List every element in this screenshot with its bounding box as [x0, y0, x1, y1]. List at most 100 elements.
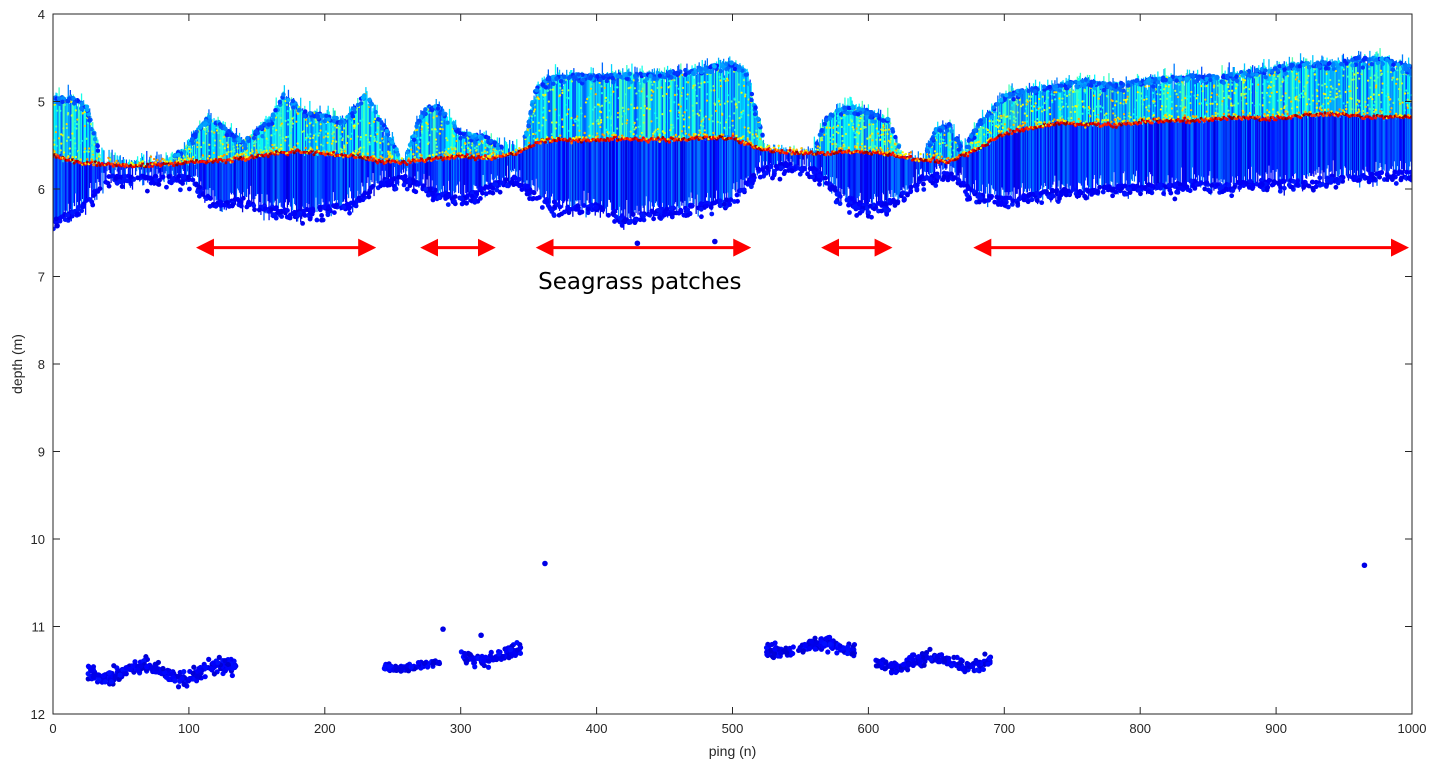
canopy-highlight [1366, 103, 1370, 107]
canopy-highlight [270, 134, 273, 137]
canopy-highlight [1106, 95, 1109, 98]
canopy-highlight [304, 118, 308, 121]
canopy-highlight [1403, 92, 1407, 95]
canopy-highlight [678, 111, 681, 114]
canopy-highlight [672, 126, 675, 129]
canopy-highlight [1119, 102, 1122, 105]
canopy-highlight [648, 107, 651, 111]
canopy-highlight [855, 115, 859, 119]
canopy-highlight [1327, 96, 1330, 99]
canopy-highlight [75, 123, 78, 126]
canopy-highlight [1041, 95, 1044, 98]
canopy-highlight [273, 132, 276, 136]
canopy-highlight [432, 116, 435, 119]
canopy-highlight [1175, 104, 1178, 107]
canopy-highlight [1253, 113, 1256, 117]
canopy-highlight [868, 146, 871, 150]
canopy-highlight [686, 93, 689, 96]
lower-echo-dot [1070, 187, 1076, 192]
canopy-highlight [875, 138, 878, 141]
canopy-highlight [1228, 89, 1231, 93]
canopy-highlight [1156, 92, 1159, 96]
canopy-highlight [597, 120, 600, 123]
canopy-highlight [886, 147, 889, 150]
canopy-highlight [333, 124, 337, 127]
canopy-highlight [1188, 95, 1192, 98]
canopy-highlight [708, 134, 711, 137]
canopy-highlight [226, 145, 229, 149]
canopy-highlight [1026, 120, 1029, 123]
canopy-highlight [949, 153, 953, 156]
canopy-highlight [629, 86, 632, 89]
canopy-highlight [887, 128, 891, 131]
canopy-highlight [1286, 74, 1289, 78]
canopy-highlight [1364, 105, 1367, 108]
canopy-highlight [1321, 84, 1324, 87]
canopy-highlight [53, 143, 56, 146]
canopy-highlight [679, 105, 683, 108]
canopy-highlight [526, 128, 529, 131]
canopy-highlight [555, 81, 558, 84]
canopy-highlight [594, 93, 597, 96]
canopy-highlight [716, 97, 719, 101]
canopy-highlight [612, 131, 615, 135]
canopy-highlight [1355, 86, 1359, 90]
canopy-highlight [944, 144, 947, 147]
canopy-highlight [1221, 90, 1225, 93]
canopy-highlight [444, 148, 447, 151]
canopy-highlight [1031, 119, 1034, 122]
canopy-highlight [1392, 76, 1395, 79]
canopy-highlight [492, 148, 495, 151]
canopy-highlight [1364, 100, 1367, 104]
canopy-highlight [1380, 73, 1383, 76]
canopy-highlight [971, 141, 974, 145]
canopy-highlight [356, 135, 359, 138]
canopy-highlight [1327, 102, 1330, 105]
canopy-highlight [599, 105, 602, 108]
canopy-highlight [595, 119, 598, 123]
canopy-highlight [1116, 116, 1120, 119]
canopy-highlight [74, 109, 77, 112]
canopy-highlight [1024, 107, 1028, 110]
canopy-highlight [286, 123, 290, 126]
canopy-highlight [1255, 77, 1258, 80]
canopy-highlight [177, 157, 180, 160]
canopy-highlight [308, 140, 311, 143]
canopy-highlight [255, 149, 258, 152]
canopy-highlight [715, 100, 719, 104]
canopy-highlight [889, 138, 893, 141]
canopy-highlight [1346, 65, 1349, 68]
canopy-highlight [696, 112, 699, 115]
canopy-highlight [1093, 119, 1097, 122]
canopy-highlight [359, 146, 362, 149]
canopy-highlight [548, 109, 551, 112]
canopy-highlight [1281, 80, 1284, 83]
canopy-highlight [725, 77, 729, 80]
canopy-highlight [1088, 107, 1091, 110]
canopy-highlight [1140, 92, 1143, 95]
canopy-highlight [638, 82, 642, 85]
canopy-highlight [653, 133, 657, 136]
canopy-highlight [1138, 97, 1141, 100]
canopy-highlight [598, 116, 602, 119]
canopy-highlight [375, 131, 378, 134]
canopy-highlight [1335, 92, 1338, 95]
canopy-highlight [1290, 70, 1294, 73]
canopy-highlight [1386, 84, 1389, 87]
canopy-highlight [710, 114, 713, 117]
canopy-highlight [636, 118, 639, 121]
canopy-highlight [638, 125, 642, 128]
canopy-highlight [840, 117, 843, 120]
canopy-highlight [1014, 117, 1017, 120]
canopy-highlight [721, 112, 724, 115]
canopy-highlight [1270, 91, 1273, 94]
canopy-highlight [733, 112, 736, 115]
canopy-highlight [1077, 103, 1080, 107]
canopy-highlight [818, 146, 821, 149]
canopy-highlight [1041, 105, 1044, 108]
canopy-highlight [227, 150, 230, 154]
canopy-highlight [1379, 101, 1382, 104]
canopy-highlight [703, 129, 706, 132]
canopy-highlight [1141, 103, 1144, 106]
canopy-highlight [1337, 79, 1341, 82]
